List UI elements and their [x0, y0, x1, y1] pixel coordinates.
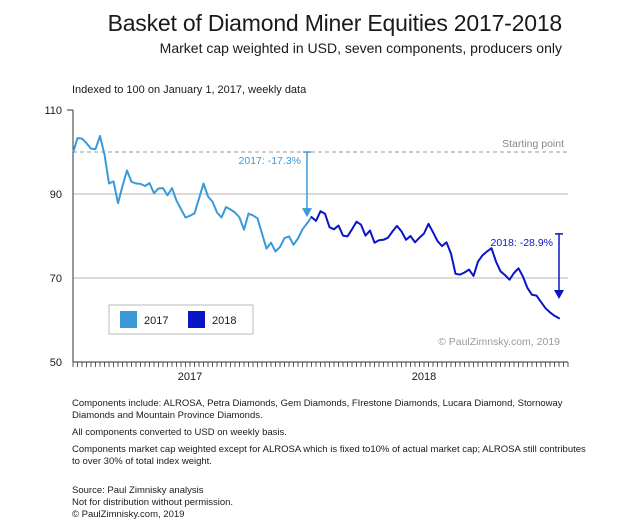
starting-point-label: Starting point: [502, 138, 564, 150]
legend-swatch-2018: [188, 311, 205, 328]
annotation-label: 2018: -28.9%: [491, 237, 553, 249]
x-tick-label: 2017: [178, 371, 202, 383]
annotation-arrowhead: [554, 290, 564, 299]
legend-swatch-2017: [120, 311, 137, 328]
y-tick-label: 70: [50, 273, 62, 285]
series-line-2017: [72, 135, 313, 253]
y-tick-label: 90: [50, 189, 62, 201]
permission-line: Not for distribution without permission.: [72, 497, 234, 508]
annotation-1: 2017: -17.3%: [239, 151, 312, 218]
legend-label-2018: 2018: [212, 315, 236, 327]
chart-title: Basket of Diamond Miner Equities 2017-20…: [107, 10, 563, 36]
annotation-arrowhead: [302, 208, 312, 218]
y-tick-label: 50: [50, 357, 62, 369]
legend: 2017 2018: [108, 304, 254, 335]
source-line: Source: Paul Zimnisky analysis: [72, 485, 204, 496]
annotation-label: 2017: -17.3%: [239, 155, 301, 167]
copyright-line: © PaulZimnisky.com, 2019: [72, 509, 185, 520]
footnote: Components market cap weighted except fo…: [72, 444, 586, 467]
watermark: © PaulZimnsky.com, 2019: [438, 336, 560, 348]
chart-subtitle: Market cap weighted in USD, seven compon…: [159, 40, 562, 56]
legend-label-2017: 2017: [144, 315, 168, 327]
footnote: Components include: ALROSA, Petra Diamon…: [72, 398, 563, 421]
footnotes: Components include: ALROSA, Petra Diamon…: [72, 398, 592, 473]
footnote: All components converted to USD on weekl…: [72, 427, 287, 438]
y-tick-label: 110: [44, 105, 62, 117]
annotation-2: 2018: -28.9%: [491, 233, 564, 299]
x-tick-label: 2018: [412, 371, 436, 383]
series-line-2018: [310, 210, 560, 320]
source-block: Source: Paul Zimnisky analysis Not for d…: [72, 485, 233, 521]
index-note: Indexed to 100 on January 1, 2017, weekl…: [72, 84, 307, 96]
